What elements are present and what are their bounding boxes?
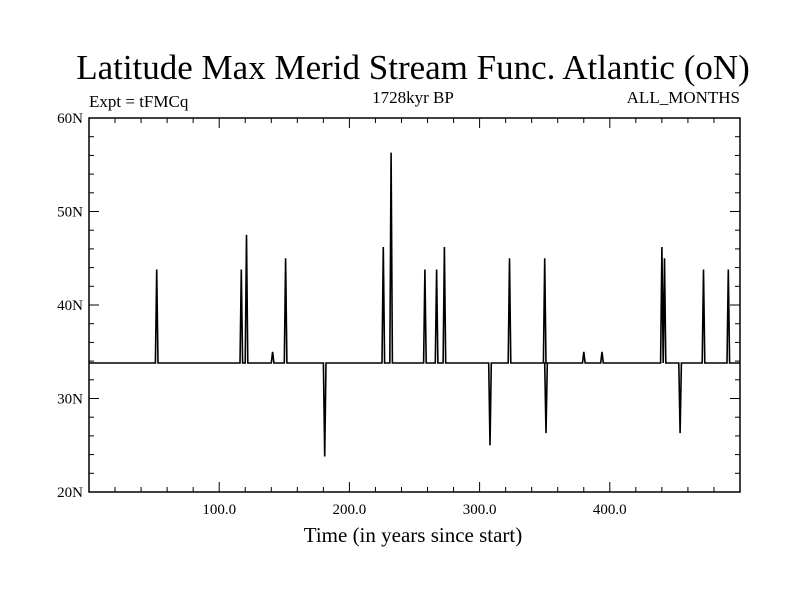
x-tick-label: 300.0 bbox=[463, 502, 497, 518]
y-tick-label: 40N bbox=[57, 298, 83, 314]
y-tick-label: 30N bbox=[57, 392, 83, 408]
y-tick-labels: 20N 30N 40N 50N 60N bbox=[57, 111, 83, 501]
x-tick-label: 400.0 bbox=[593, 502, 627, 518]
subtitle-right: ALL_MONTHS bbox=[627, 88, 740, 107]
chart-title: Latitude Max Merid Stream Func. Atlantic… bbox=[76, 48, 750, 87]
subtitle-left: Expt = tFMCq bbox=[89, 92, 189, 111]
subtitle-center: 1728kyr BP bbox=[372, 88, 454, 107]
y-tick-label: 20N bbox=[57, 485, 83, 501]
y-tick-label: 50N bbox=[57, 205, 83, 221]
y-tick-label: 60N bbox=[57, 111, 83, 127]
x-tick-labels: 100.0 200.0 300.0 400.0 bbox=[202, 502, 626, 518]
series-line bbox=[89, 152, 740, 457]
x-tick-label: 200.0 bbox=[333, 502, 367, 518]
plot-frame bbox=[88, 117, 741, 493]
x-axis-label: Time (in years since start) bbox=[304, 523, 523, 547]
x-tick-label: 100.0 bbox=[202, 502, 236, 518]
axis-ticks bbox=[89, 118, 740, 492]
